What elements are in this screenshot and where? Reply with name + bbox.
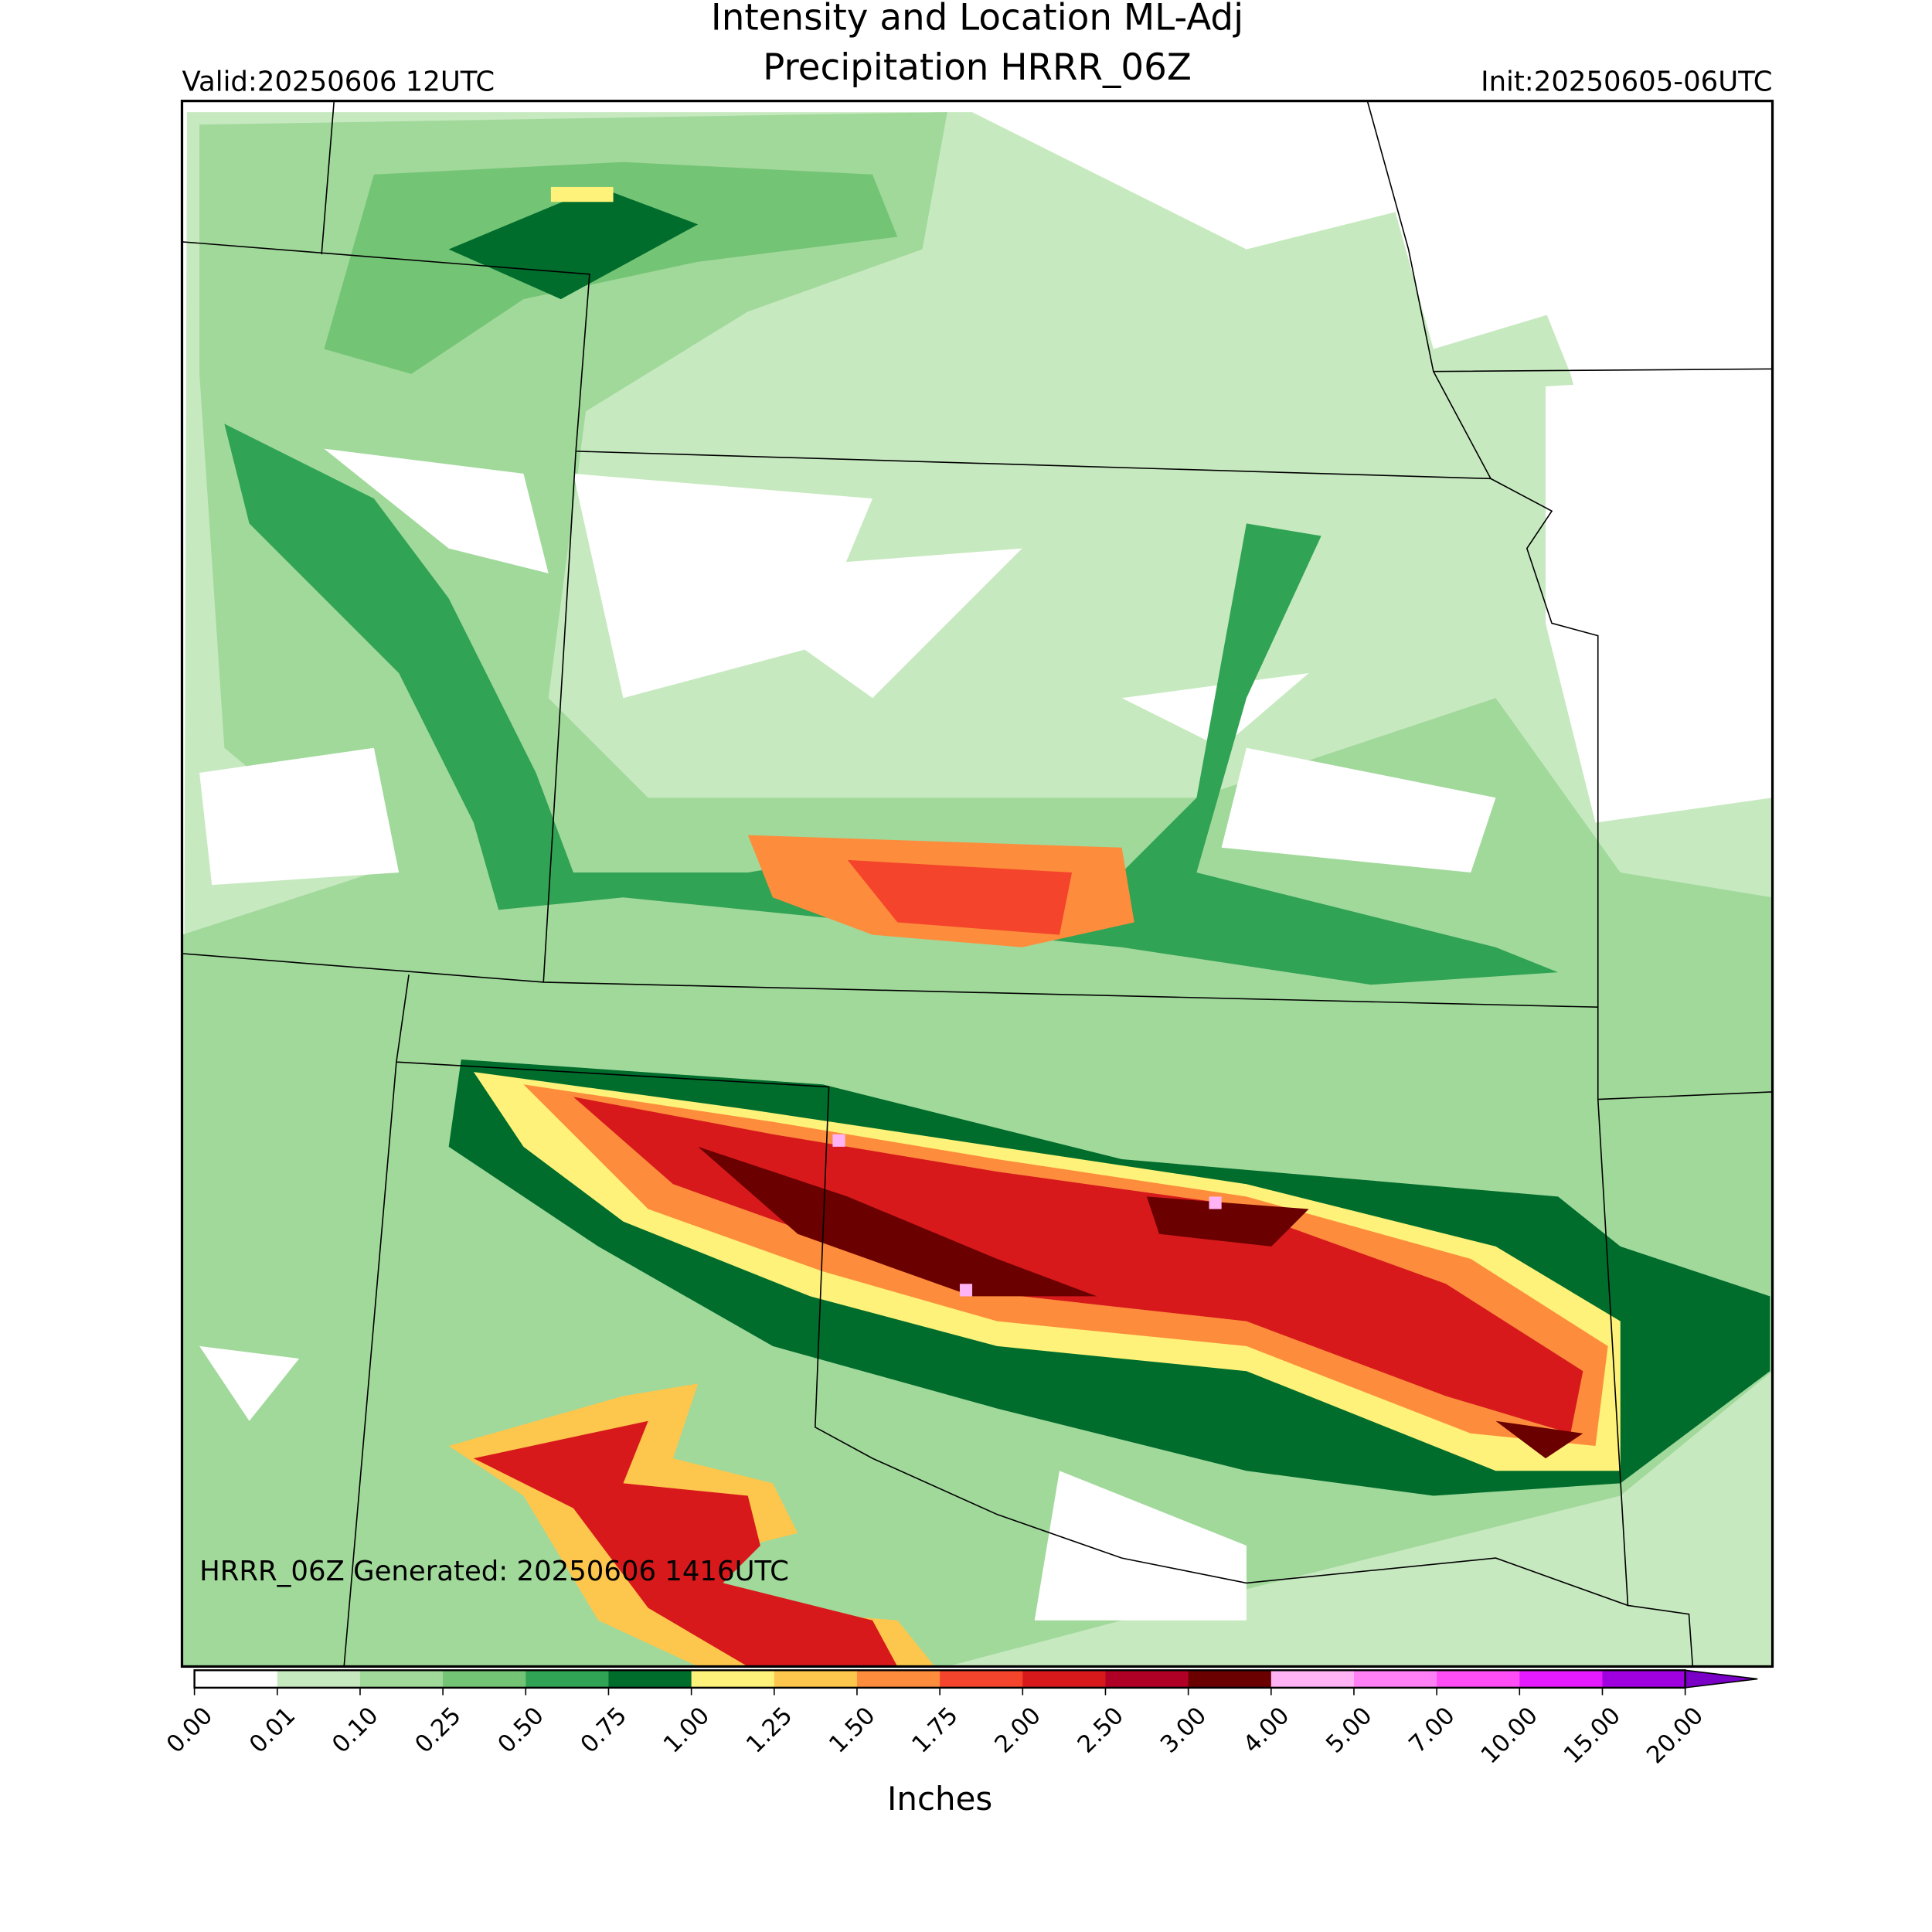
colorbar-tick-label: 10.00 [1476, 1702, 1543, 1770]
colorbar: 0.00 0.01 0.10 0.25 0.50 0.75 1.00 1.25 1.50 1.75… [162, 1669, 1758, 1770]
title-line-1: Intensity and Location ML-Adj [711, 0, 1243, 39]
colorbar-outline [193, 1669, 1686, 1689]
colorbar-tick-label: 1.25 [741, 1702, 798, 1759]
colorbar-tick-label: 0.00 [162, 1702, 218, 1759]
colorbar-tick-label: 2.00 [990, 1702, 1046, 1759]
precip-field [182, 100, 1773, 1667]
colorbar-tick-label: 1.75 [907, 1702, 964, 1759]
colorbar-tick-label: 0.01 [244, 1702, 301, 1759]
colorbar-tick-label: 1.50 [825, 1702, 881, 1759]
colorbar-segment [1353, 1670, 1437, 1688]
colorbar-tick-label: 4.00 [1238, 1702, 1294, 1759]
colorbar-segment [1105, 1670, 1189, 1688]
colorbar-segment [1188, 1670, 1272, 1688]
colorbar-tick-label: 3.00 [1155, 1702, 1212, 1759]
colorbar-segment [277, 1670, 361, 1688]
valid-time: Valid:20250606 12UTC [182, 66, 495, 98]
state-borders [182, 100, 1773, 1667]
colorbar-tick-label: 1.00 [658, 1702, 715, 1759]
colorbar-segment [608, 1670, 692, 1688]
colorbar-segment [691, 1670, 775, 1688]
colorbar-tick-label: 2.50 [1073, 1702, 1129, 1759]
colorbar-tick-label: 0.50 [493, 1702, 549, 1759]
colorbar-tick-label: 7.00 [1404, 1702, 1461, 1759]
colorbar-segment [194, 1670, 278, 1688]
colorbar-label: Inches [887, 1780, 992, 1818]
colorbar-tick-label: 15.00 [1559, 1702, 1626, 1770]
colorbar-segment [856, 1670, 940, 1688]
colorbar-tick-label: 0.25 [410, 1702, 467, 1759]
colorbar-segment [443, 1670, 527, 1688]
colorbar-segment [1602, 1670, 1686, 1688]
colorbar-segment [359, 1670, 444, 1688]
title-line-2: Precipitation HRRR_06Z [763, 47, 1192, 89]
colorbar-tick-label: 5.00 [1321, 1702, 1378, 1759]
colorbar-tick-label: 0.10 [328, 1702, 384, 1759]
colorbar-segment [1437, 1670, 1521, 1688]
generated-note: HRRR_06Z Generated: 20250606 1416UTC [199, 1556, 789, 1587]
init-time: Init:20250605-06UTC [1481, 66, 1772, 98]
map-frame [180, 100, 1774, 1668]
colorbar-extend [1684, 1669, 1758, 1689]
colorbar-segment [526, 1670, 610, 1688]
colorbar-tick-label: 0.75 [576, 1702, 632, 1759]
colorbar-segment [1519, 1670, 1604, 1688]
colorbar-tick-label: 20.00 [1641, 1702, 1709, 1770]
colorbar-segment [1022, 1670, 1107, 1688]
colorbar-segment [774, 1670, 858, 1688]
colorbar-segment [1270, 1670, 1355, 1688]
colorbar-segment [940, 1670, 1024, 1688]
